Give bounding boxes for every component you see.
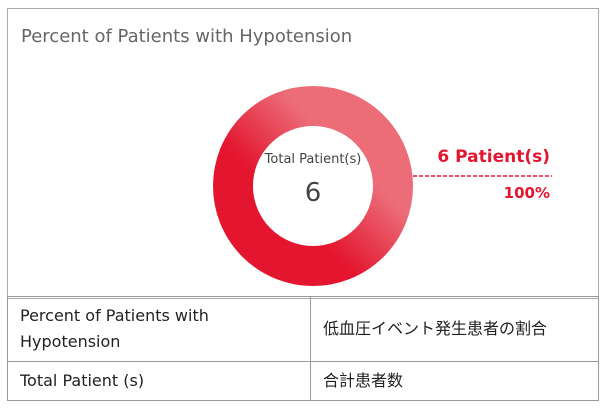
panel-title: Percent of Patients with Hypotension [21,26,352,47]
table: Percent of Patients with Hypotension 低血圧イ… [7,296,599,401]
center-label: Total Patient(s) [264,152,362,167]
table-row: Total Patient (s) 合計患者数 [7,361,599,401]
cell: 低血圧イベント発生患者の割合 [310,296,599,362]
cell: 合計患者数 [310,361,599,401]
total: 6 [305,178,322,208]
panel: Percent of Patients with Hypotension Tot… [7,8,599,299]
donut-segment [213,86,413,286]
percent-label: 100% [504,184,550,202]
donut [213,86,413,286]
cell: Percent of Patients with Hypotension [7,296,311,362]
table-row: Percent of Patients with Hypotension 低血圧イ… [7,296,599,362]
cell: Total Patient (s) [7,361,311,401]
callout: 6 Patient(s) [437,147,550,167]
